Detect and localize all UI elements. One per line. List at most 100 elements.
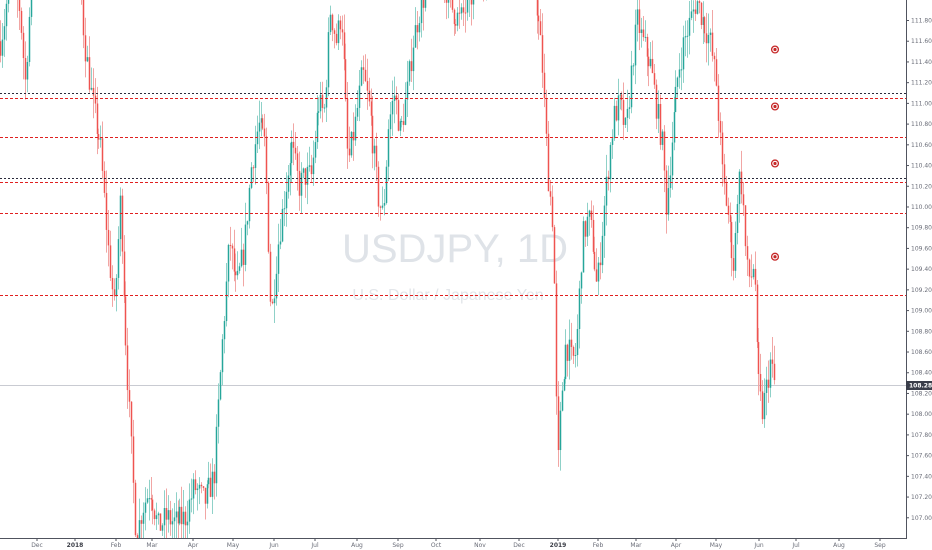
candle-body[interactable] (773, 363, 776, 381)
candle-body[interactable] (445, 0, 448, 3)
candle-body[interactable] (348, 148, 351, 156)
candle-body[interactable] (547, 133, 550, 192)
candle-body[interactable] (283, 208, 286, 210)
candle-body[interactable] (132, 436, 135, 483)
candle-body[interactable] (424, 0, 427, 8)
candle-body[interactable] (620, 94, 623, 101)
candle-body[interactable] (680, 69, 683, 71)
candle-body[interactable] (194, 479, 197, 491)
candle-body[interactable] (732, 258, 735, 271)
candle-body[interactable] (211, 471, 214, 497)
alert-marker-icon[interactable] (770, 159, 780, 168)
candle-body[interactable] (124, 296, 127, 346)
candle-body[interactable] (111, 277, 114, 290)
candle-body[interactable] (402, 121, 405, 125)
candle-body[interactable] (702, 17, 705, 25)
candle-body[interactable] (153, 510, 156, 520)
candle-body[interactable] (252, 167, 255, 169)
candle-body[interactable] (190, 498, 193, 500)
candle-body[interactable] (96, 103, 99, 134)
candle-body[interactable] (761, 391, 764, 420)
candle-body[interactable] (200, 484, 203, 487)
candle-body[interactable] (694, 9, 697, 14)
candle-body[interactable] (269, 251, 272, 302)
candle-body[interactable] (327, 32, 330, 88)
candle-body[interactable] (325, 87, 328, 108)
candle-body[interactable] (138, 520, 141, 545)
candle-body[interactable] (362, 67, 365, 70)
candle-body[interactable] (233, 248, 236, 272)
candle-body[interactable] (294, 147, 297, 154)
candle-body[interactable] (578, 288, 581, 329)
candle-body[interactable] (279, 241, 282, 245)
candle-body[interactable] (352, 131, 355, 141)
candle-body[interactable] (736, 204, 739, 234)
candle-body[interactable] (88, 57, 91, 90)
candle-body[interactable] (545, 97, 548, 134)
candle-body[interactable] (767, 379, 770, 388)
candle-body[interactable] (593, 251, 596, 270)
candle-body[interactable] (470, 0, 473, 5)
candle-body[interactable] (719, 120, 722, 133)
candle-body[interactable] (698, 1, 701, 3)
candle-body[interactable] (115, 277, 118, 297)
candle-body[interactable] (383, 203, 386, 206)
candle-body[interactable] (539, 21, 542, 36)
candle-body[interactable] (771, 359, 774, 364)
candle-body[interactable] (389, 114, 392, 130)
alert-marker-icon[interactable] (770, 45, 780, 54)
candle-body[interactable] (150, 498, 153, 500)
candle-body[interactable] (109, 245, 112, 278)
candle-body[interactable] (684, 36, 687, 38)
candle-body[interactable] (219, 372, 222, 400)
candle-body[interactable] (408, 61, 411, 82)
candle-body[interactable] (385, 166, 388, 204)
candle-body[interactable] (603, 205, 606, 236)
candle-body[interactable] (234, 271, 237, 276)
candle-body[interactable] (275, 273, 278, 299)
candle-body[interactable] (644, 36, 647, 38)
candle-body[interactable] (632, 65, 635, 67)
candle-body[interactable] (404, 99, 407, 125)
candle-body[interactable] (151, 499, 154, 511)
alert-marker-icon[interactable] (770, 252, 780, 261)
candle-body[interactable] (198, 484, 201, 489)
horizontal-levels[interactable] (0, 93, 906, 296)
candle-body[interactable] (607, 176, 610, 180)
candle-body[interactable] (339, 20, 342, 30)
candle-body[interactable] (703, 17, 706, 34)
candle-body[interactable] (393, 95, 396, 101)
candle-body[interactable] (148, 498, 151, 500)
candle-body[interactable] (727, 205, 730, 215)
candle-body[interactable] (188, 499, 191, 522)
candle-body[interactable] (636, 9, 639, 25)
candle-body[interactable] (306, 166, 309, 185)
candle-body[interactable] (248, 187, 251, 222)
candle-body[interactable] (368, 90, 371, 102)
candle-body[interactable] (584, 221, 587, 237)
candle-body[interactable] (472, 0, 475, 5)
candle-body[interactable] (134, 482, 137, 536)
candle-body[interactable] (175, 511, 178, 518)
candle-body[interactable] (366, 81, 369, 91)
candle-body[interactable] (634, 24, 637, 66)
candle-body[interactable] (236, 270, 239, 276)
candle-body[interactable] (649, 58, 652, 67)
candle-body[interactable] (314, 142, 317, 158)
candle-body[interactable] (564, 344, 567, 380)
candle-body[interactable] (184, 511, 187, 526)
candle-body[interactable] (123, 251, 126, 297)
candle-body[interactable] (341, 29, 344, 33)
candle-body[interactable] (422, 0, 425, 8)
candle-body[interactable] (551, 196, 554, 228)
candle-body[interactable] (661, 131, 664, 145)
candle-body[interactable] (715, 59, 718, 86)
candle-body[interactable] (563, 379, 566, 391)
candle-body[interactable] (371, 115, 374, 154)
candle-body[interactable] (615, 105, 618, 121)
candle-body[interactable] (319, 94, 322, 112)
candle-body[interactable] (107, 229, 110, 246)
candle-body[interactable] (663, 131, 666, 171)
candle-body[interactable] (373, 145, 376, 154)
